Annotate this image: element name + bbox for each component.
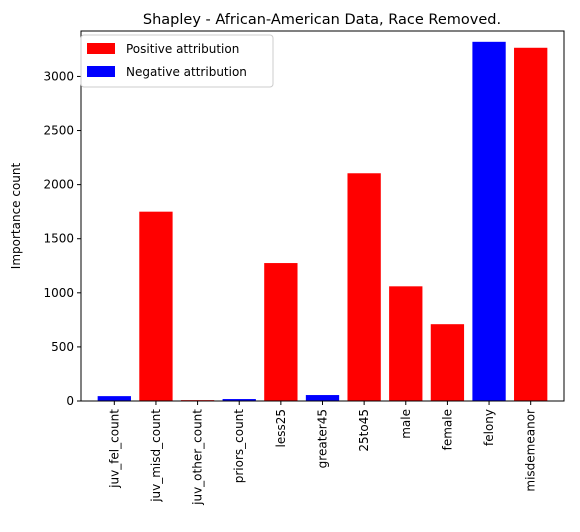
legend-label-positive: Positive attribution (126, 42, 239, 56)
y-tick-label: 0 (66, 394, 74, 408)
y-tick-label: 500 (51, 340, 74, 354)
bar-greater45 (305, 395, 340, 401)
y-ticks-group: 0 500 1000 1500 2000 2500 3000 (43, 69, 81, 408)
legend: Positive attribution Negative attributio… (80, 34, 274, 88)
bar-female (430, 324, 465, 401)
bar-25to45 (347, 173, 381, 401)
y-tick-label: 3000 (43, 69, 74, 83)
x-tick-label: juv_fel_count (107, 409, 121, 489)
bar-felony (472, 41, 506, 401)
legend-label-negative: Negative attribution (126, 65, 247, 79)
bars-group (97, 41, 548, 401)
legend-frame (80, 34, 274, 88)
y-tick-label: 1000 (43, 286, 74, 300)
bar-juv_fel_count (97, 396, 131, 401)
bar-juv_misd_count (139, 211, 173, 401)
x-tick-label: 25to45 (357, 409, 371, 452)
y-axis-label: Importance count (9, 162, 23, 269)
x-tick-label: juv_misd_count (149, 409, 163, 503)
y-tick-label: 2000 (43, 178, 74, 192)
x-tick-label: female (440, 409, 454, 450)
x-tick-label: misdemeanor (524, 409, 538, 492)
chart-title: Shapley - African-American Data, Race Re… (143, 12, 501, 28)
legend-swatch-negative (87, 66, 115, 77)
bar-less25 (264, 263, 298, 401)
x-ticks-group: juv_fel_count juv_misd_count juv_other_cou… (107, 401, 538, 506)
x-tick-label: juv_other_count (191, 409, 205, 506)
x-tick-label: priors_count (232, 409, 246, 484)
x-tick-label: felony (482, 409, 496, 446)
bar-priors_count (222, 399, 256, 401)
bar-male (389, 286, 423, 401)
y-tick-label: 2500 (43, 124, 74, 138)
y-tick-label: 1500 (43, 232, 74, 246)
legend-swatch-positive (87, 43, 115, 54)
bar-misdemeanor (514, 47, 548, 401)
plot-frame (80, 30, 565, 402)
x-tick-label: less25 (274, 409, 288, 448)
x-tick-label: male (399, 409, 413, 439)
x-tick-label: greater45 (316, 409, 330, 468)
